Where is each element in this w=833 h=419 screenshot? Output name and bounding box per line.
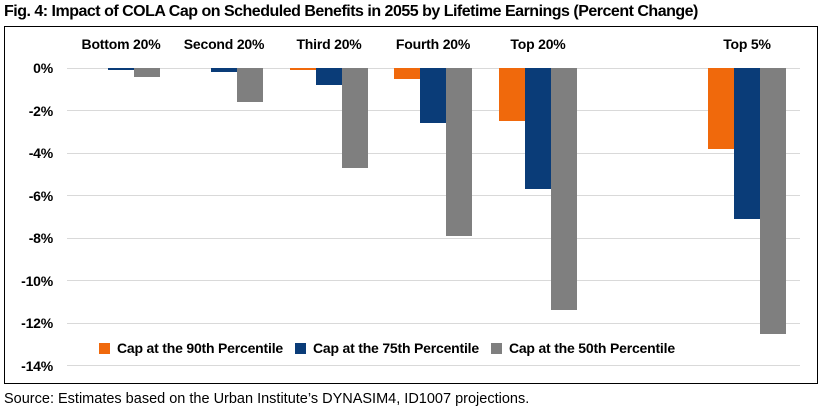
- y-axis-tick-label: -10%: [21, 272, 53, 289]
- bar: [420, 68, 446, 124]
- y-axis-tick-label: -2%: [28, 102, 53, 119]
- legend-swatch-75th-percentile: [294, 342, 306, 354]
- source-note: Source: Estimates based on the Urban Ins…: [4, 391, 530, 407]
- grid-line: [67, 322, 800, 324]
- y-axis-tick-label: -14%: [21, 357, 53, 374]
- y-axis-tick-label: -8%: [28, 230, 53, 247]
- legend-label-75th-percentile: Cap at the 75th Percentile: [312, 340, 479, 356]
- legend-item-75th-percentile: Cap at the 75th Percentile: [294, 340, 479, 356]
- category-label: Fourth 20%: [395, 36, 471, 52]
- legend-item-50th-percentile: Cap at the 50th Percentile: [490, 340, 675, 356]
- bar: [551, 68, 577, 311]
- y-axis-tick-label: -6%: [28, 187, 53, 204]
- figure-title: Fig. 4: Impact of COLA Cap on Scheduled …: [4, 3, 698, 20]
- bar: [446, 68, 472, 236]
- bar: [342, 68, 368, 168]
- legend-item-90th-percentile: Cap at the 90th Percentile: [99, 340, 283, 356]
- legend-swatch-90th-percentile: [99, 342, 110, 354]
- grid-line: [67, 280, 800, 282]
- bar: [394, 68, 420, 79]
- grid-line: [67, 152, 800, 154]
- category-label: Top 20%: [510, 36, 566, 52]
- category-label: Top 5%: [723, 36, 771, 52]
- y-axis-tick-label: -4%: [28, 145, 53, 162]
- bar: [499, 68, 525, 122]
- bar: [316, 68, 342, 85]
- legend-label-90th-percentile: Cap at the 90th Percentile: [117, 340, 283, 356]
- grid-line: [67, 365, 800, 367]
- category-label: Second 20%: [183, 36, 265, 52]
- bar: [734, 68, 760, 219]
- y-axis-tick-label: 0%: [33, 60, 53, 76]
- bar: [211, 68, 237, 73]
- bar: [134, 68, 160, 77]
- bar: [108, 68, 134, 71]
- legend: Cap at the 90th Percentile Cap at the 75…: [99, 340, 675, 356]
- bar: [760, 68, 786, 334]
- bar: [237, 68, 263, 102]
- category-label: Third 20%: [296, 36, 362, 52]
- legend-swatch-50th-percentile: [490, 342, 502, 354]
- bar: [708, 68, 734, 149]
- y-axis-tick-label: -12%: [21, 315, 53, 332]
- bar: [525, 68, 551, 190]
- chart-area: Cap at the 90th Percentile Cap at the 75…: [4, 26, 818, 384]
- category-label: Bottom 20%: [81, 36, 161, 52]
- grid-line: [67, 237, 800, 239]
- grid-line: [67, 195, 800, 197]
- bar: [290, 68, 316, 71]
- legend-label-50th-percentile: Cap at the 50th Percentile: [508, 340, 675, 356]
